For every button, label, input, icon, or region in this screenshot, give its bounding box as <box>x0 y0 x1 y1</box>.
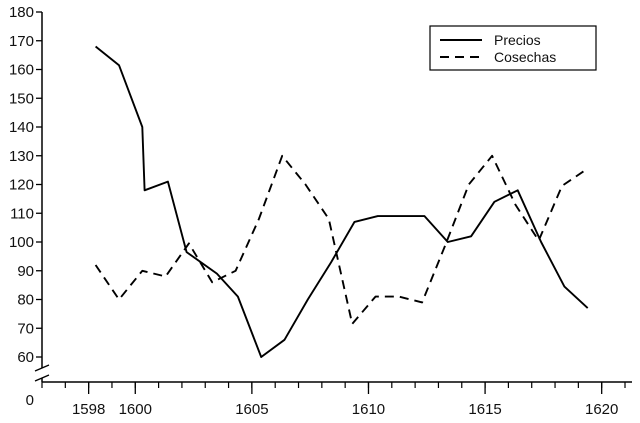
axis-break-mark-upper <box>34 364 50 372</box>
axis-break-mark-lower <box>34 374 50 382</box>
series-lines <box>94 45 589 358</box>
y-tick-label: 100 <box>9 234 34 251</box>
y-tick-label: 90 <box>17 263 34 280</box>
y-tick-label: 80 <box>17 292 34 309</box>
x-tick-label: 1600 <box>119 401 152 418</box>
y-tick-label: 140 <box>9 119 34 136</box>
chart-axes <box>34 12 632 383</box>
axis-ticks: 60 70 80 90 100 110 120 130 140 150 160 170 180 0 1598… <box>9 4 626 418</box>
y-tick-label: 160 <box>9 62 34 79</box>
x-tick-label: 1598 <box>72 401 105 418</box>
legend-label-cosechas: Cosechas <box>494 49 556 65</box>
y-tick-label: 60 <box>17 349 34 366</box>
series-line-cosechas <box>94 154 586 325</box>
x-tick-label: 1620 <box>585 401 618 418</box>
y-tick-label: 180 <box>9 4 34 21</box>
x-tick-label: 1615 <box>468 401 501 418</box>
y-tick-label: 110 <box>10 205 34 222</box>
y-tick-label: 70 <box>17 320 34 337</box>
y-tick-label: 170 <box>9 33 34 50</box>
legend-label-precios: Precios <box>494 32 541 48</box>
series-line-precios <box>95 45 589 358</box>
x-tick-label: 1605 <box>235 401 268 418</box>
y-tick-label: 130 <box>9 148 34 165</box>
x-tick-label: 1610 <box>352 401 385 418</box>
y-tick-label: 150 <box>9 90 34 107</box>
y-tick-label-zero: 0 <box>26 392 34 409</box>
y-tick-label: 120 <box>9 177 34 194</box>
legend-box <box>429 25 597 71</box>
